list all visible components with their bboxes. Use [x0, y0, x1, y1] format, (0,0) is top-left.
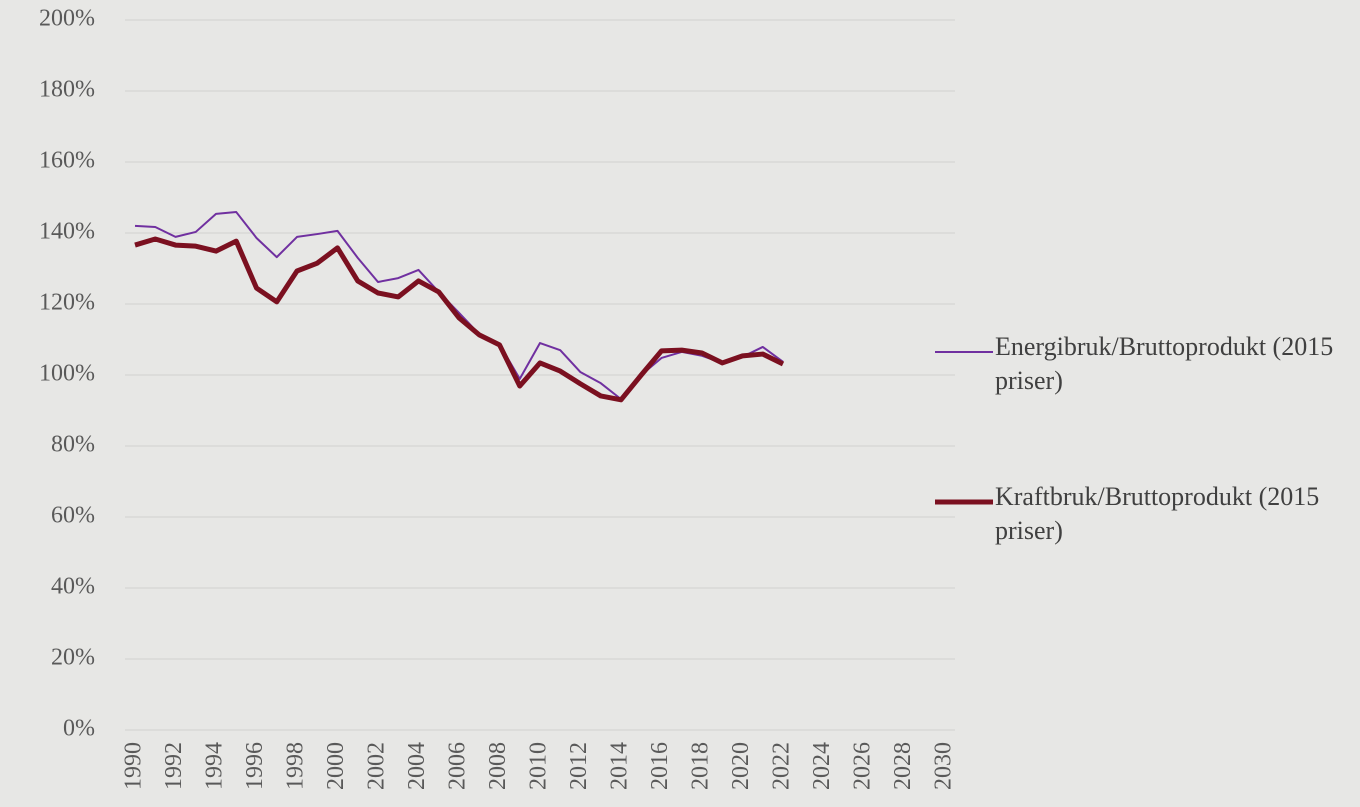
x-tick-label: 2006: [445, 742, 471, 790]
series-line: [134, 211, 784, 401]
y-tick-label: 40%: [51, 574, 95, 600]
x-tick-label: 2000: [323, 742, 349, 790]
y-tick-label: 0%: [63, 716, 95, 742]
y-tick-label: 60%: [51, 503, 95, 529]
x-tick-label: 2004: [404, 742, 430, 790]
x-tick-label: 2018: [688, 742, 714, 790]
x-tick-label: 2028: [890, 742, 916, 790]
legend-label: Kraftbruk/Bruttoprodukt (2015 priser): [995, 482, 1320, 545]
x-tick-label: 2026: [850, 742, 876, 790]
x-tick-label: 2012: [566, 742, 592, 790]
x-tick-label: 2008: [485, 742, 511, 790]
x-tick-label: 1992: [161, 742, 187, 790]
x-tick-label: 2014: [607, 742, 633, 790]
series-line: [134, 236, 785, 403]
y-tick-label: 20%: [51, 645, 95, 671]
x-tick-label: 2020: [728, 742, 754, 790]
y-tick-label: 200%: [39, 6, 95, 32]
y-tick-label: 100%: [39, 361, 95, 387]
y-tick-label: 80%: [51, 432, 95, 458]
y-tick-label: 160%: [39, 148, 95, 174]
x-tick-label: 1994: [202, 742, 228, 790]
x-tick-label: 1998: [283, 742, 309, 790]
y-tick-label: 140%: [39, 219, 95, 245]
x-tick-label: 2030: [931, 742, 957, 790]
x-tick-label: 2002: [364, 742, 390, 790]
legend-label: Energibruk/Bruttoprodukt (2015 priser): [995, 332, 1334, 395]
x-tick-label: 2016: [647, 742, 673, 790]
x-tick-label: 1990: [121, 742, 147, 790]
x-tick-label: 2024: [809, 742, 835, 790]
x-tick-label: 1996: [242, 742, 268, 790]
x-tick-label: 2022: [769, 742, 795, 790]
x-tick-label: 2010: [526, 742, 552, 790]
y-tick-label: 120%: [39, 290, 95, 316]
y-tick-label: 180%: [39, 77, 95, 103]
